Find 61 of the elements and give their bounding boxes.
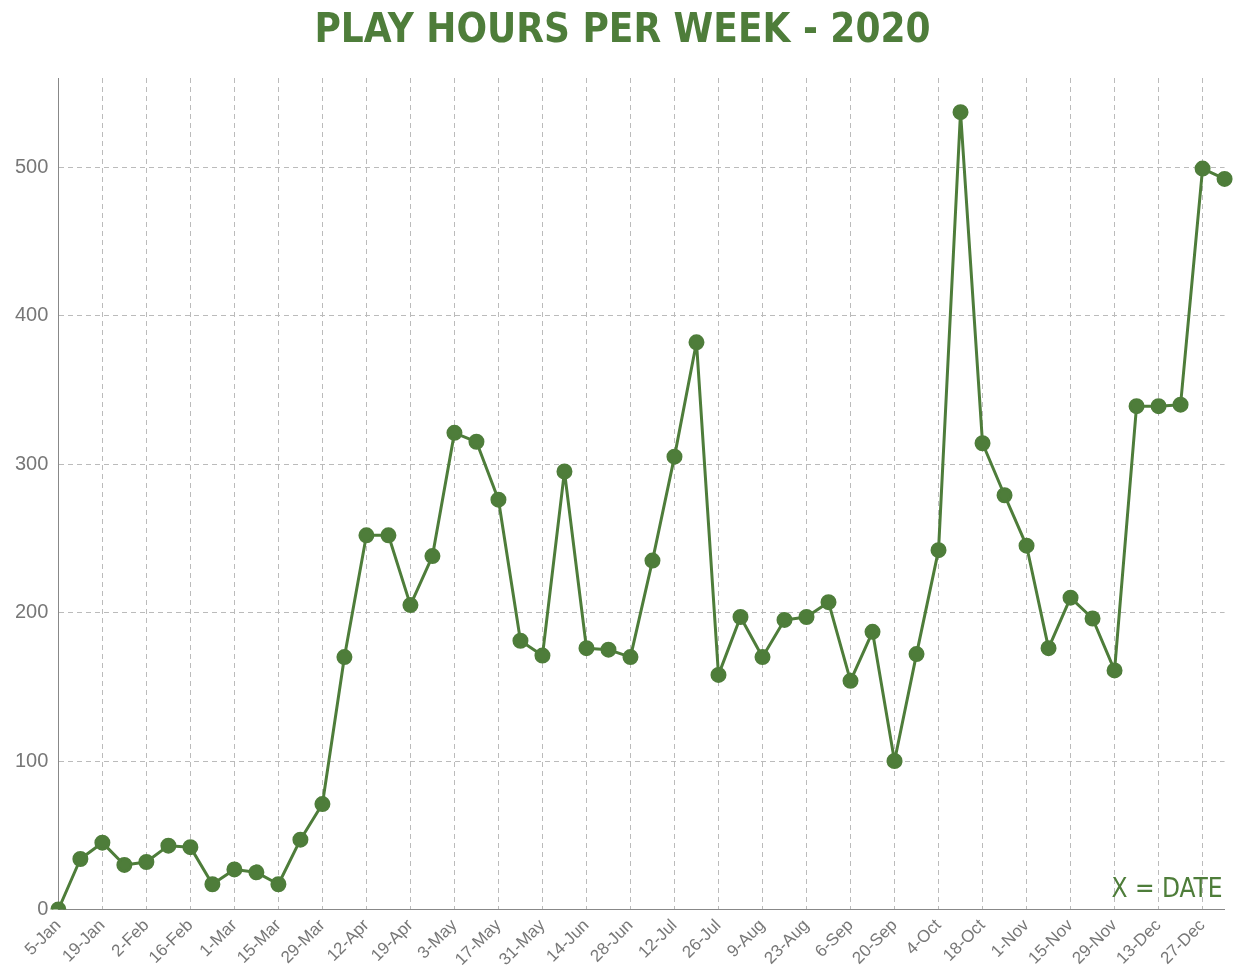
point [688, 334, 705, 351]
point [204, 876, 221, 893]
point [622, 649, 639, 666]
point [974, 435, 991, 452]
y-tick-label: 200 [14, 600, 49, 623]
point [226, 861, 243, 878]
point [94, 834, 111, 851]
point [1172, 396, 1189, 413]
point [754, 649, 771, 666]
point [116, 856, 133, 873]
point [556, 463, 573, 480]
point [72, 851, 89, 868]
point [666, 448, 683, 465]
point [1084, 610, 1101, 627]
point [710, 666, 727, 683]
point [248, 864, 265, 881]
point [600, 641, 617, 658]
point [1216, 170, 1233, 187]
point [512, 632, 529, 649]
y-tick-label: 0 [37, 897, 49, 920]
point [820, 594, 837, 611]
point [578, 640, 595, 657]
annotation: X = DATE [1111, 873, 1223, 904]
y-tick-label: 300 [14, 451, 49, 474]
point [1062, 589, 1079, 606]
point [490, 491, 507, 508]
point [160, 837, 177, 854]
point [1106, 662, 1123, 679]
point [842, 672, 859, 689]
point [292, 831, 309, 848]
point [424, 548, 441, 565]
point [1194, 160, 1211, 177]
point [468, 433, 485, 450]
y-tick-label: 500 [14, 154, 49, 177]
point [336, 649, 353, 666]
point [886, 753, 903, 770]
point [1150, 398, 1167, 415]
point [644, 552, 661, 569]
point [864, 623, 881, 640]
point [1018, 537, 1035, 554]
point [182, 839, 199, 856]
point [776, 611, 793, 628]
point [358, 527, 375, 544]
y-tick-label: 400 [14, 303, 49, 326]
point [270, 876, 287, 893]
chart-title: PLAY HOURS PER WEEK - 2020 [313, 4, 932, 53]
point [380, 527, 397, 544]
point [314, 796, 331, 813]
point [534, 647, 551, 664]
point [732, 608, 749, 625]
point [952, 104, 969, 121]
point [446, 424, 463, 441]
point [996, 487, 1013, 504]
point [402, 597, 419, 614]
point [138, 853, 155, 870]
point [1040, 640, 1057, 657]
y-tick-label: 100 [14, 748, 49, 771]
point [930, 542, 947, 559]
point [1128, 398, 1145, 415]
point [798, 608, 815, 625]
point [908, 646, 925, 663]
